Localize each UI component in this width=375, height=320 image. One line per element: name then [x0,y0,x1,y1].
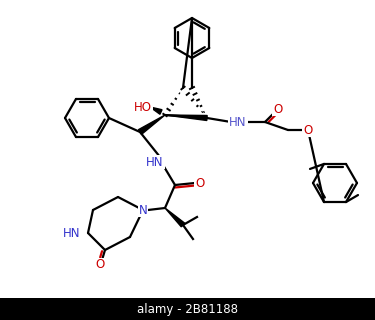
Polygon shape [150,107,162,114]
Text: HN: HN [229,116,247,129]
Text: HN: HN [63,227,80,239]
Text: O: O [195,177,205,189]
Text: alamy - 2B81188: alamy - 2B81188 [137,302,238,316]
Text: O: O [303,124,313,137]
Bar [0,298,375,320]
Text: O: O [95,259,105,271]
Text: HO: HO [134,100,152,114]
Polygon shape [165,208,185,227]
Polygon shape [165,115,207,121]
Text: HN: HN [146,156,164,169]
Text: O: O [273,102,283,116]
Text: N: N [139,204,147,217]
Polygon shape [138,115,165,134]
